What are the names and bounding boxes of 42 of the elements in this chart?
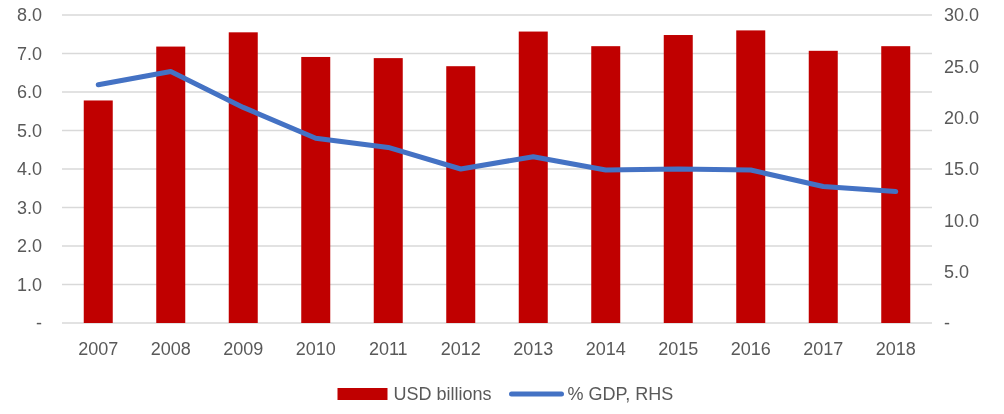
x-tick-label: 2009 bbox=[223, 339, 264, 359]
bar bbox=[156, 46, 186, 323]
y-tick-label: 3.0 bbox=[16, 197, 42, 218]
x-tick-label: 2015 bbox=[658, 339, 699, 359]
bar bbox=[446, 66, 476, 323]
y-tick-label: 6.0 bbox=[16, 82, 42, 103]
y2-tick-label: 25.0 bbox=[944, 56, 980, 77]
x-tick-label: 2008 bbox=[150, 339, 191, 359]
x-tick-label: 2011 bbox=[368, 339, 408, 359]
x-tick-label: 2010 bbox=[295, 339, 336, 359]
bar bbox=[228, 32, 258, 323]
y2-tick-label: 15.0 bbox=[944, 159, 980, 180]
y2-tick-label: 5.0 bbox=[944, 261, 970, 282]
x-tick-label: 2007 bbox=[78, 339, 119, 359]
x-tick-label: 2018 bbox=[875, 339, 916, 359]
bar bbox=[736, 30, 766, 323]
x-tick-label: 2012 bbox=[440, 339, 481, 359]
bar bbox=[373, 58, 403, 323]
legend-label: USD billions bbox=[393, 384, 492, 404]
y2-tick-label: 30.0 bbox=[944, 5, 980, 26]
bar bbox=[83, 100, 113, 323]
bar bbox=[301, 56, 331, 323]
legend-label: % GDP, RHS bbox=[567, 384, 674, 404]
bar bbox=[663, 35, 693, 323]
y-tick-label: 7.0 bbox=[16, 43, 42, 64]
y2-tick-label: - bbox=[944, 313, 950, 334]
y-tick-label: 8.0 bbox=[16, 5, 42, 26]
y-tick-label: 1.0 bbox=[16, 274, 42, 295]
bar bbox=[518, 31, 548, 323]
bar bbox=[808, 50, 838, 323]
x-tick-label: 2014 bbox=[585, 339, 626, 359]
bar bbox=[881, 46, 911, 323]
y-tick-label: 2.0 bbox=[16, 236, 42, 257]
x-tick-label: 2016 bbox=[730, 339, 771, 359]
y2-tick-label: 10.0 bbox=[944, 210, 980, 231]
y-tick-label: 5.0 bbox=[16, 120, 42, 141]
x-tick-label: 2013 bbox=[513, 339, 554, 359]
bar bbox=[591, 46, 621, 323]
x-tick-label: 2017 bbox=[803, 339, 844, 359]
y-tick-label: - bbox=[36, 313, 42, 334]
y-tick-label: 4.0 bbox=[16, 159, 42, 180]
y2-tick-label: 20.0 bbox=[944, 107, 980, 128]
